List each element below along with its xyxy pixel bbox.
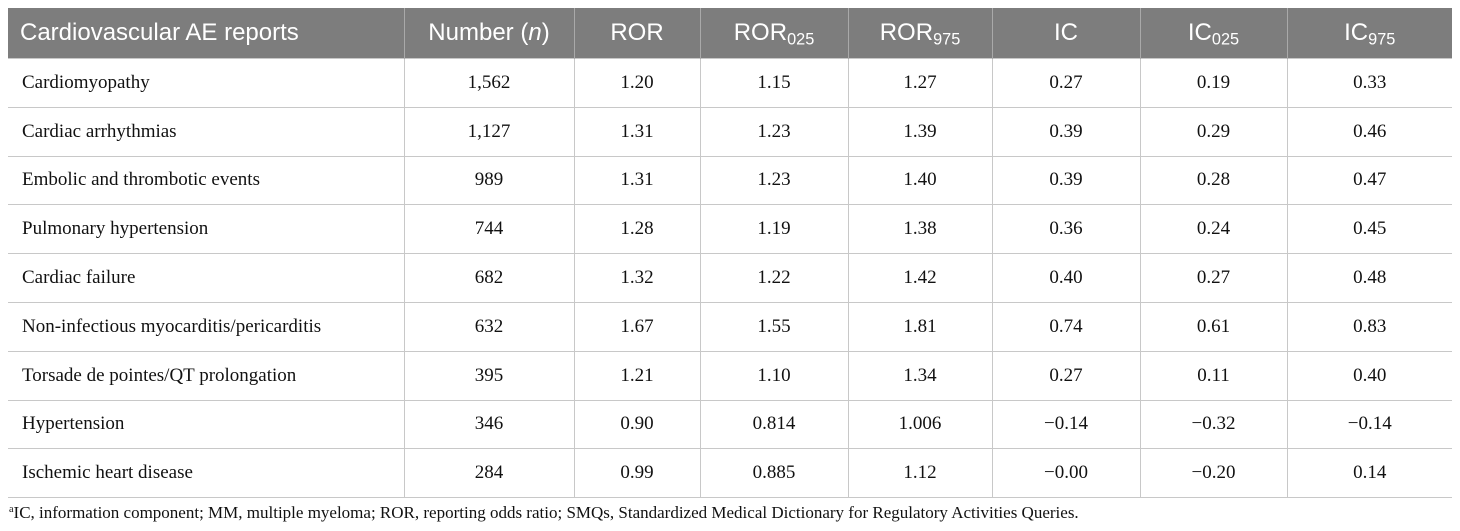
cell-ic-975: 0.48: [1286, 253, 1452, 303]
header-ic-975: IC975: [1286, 8, 1452, 59]
cell-ic: −0.00: [991, 448, 1140, 499]
cell-ic: 0.40: [991, 253, 1140, 303]
cell-number: 682: [403, 253, 574, 303]
table-row: Embolic and thrombotic events 989 1.31 1.23…: [8, 156, 1452, 206]
cell-ror-025: 0.885: [699, 448, 848, 499]
cell-ror-025: 1.22: [699, 253, 848, 303]
cell-ror-975: 1.006: [847, 400, 992, 450]
cell-ror: 1.20: [573, 58, 700, 108]
cell-ic-975: −0.14: [1286, 400, 1452, 450]
cell-ic: 0.27: [991, 58, 1140, 108]
cell-ror-975: 1.12: [847, 448, 992, 499]
cell-ic-975: 0.45: [1286, 204, 1452, 255]
cell-ror-975: 1.81: [847, 302, 992, 352]
cell-ic: 0.39: [991, 107, 1140, 157]
cell-ae-category: Embolic and thrombotic events: [8, 156, 404, 206]
header-ic: IC: [991, 8, 1140, 59]
header-number: Number (n): [403, 8, 574, 59]
cell-ic-025: 0.19: [1139, 58, 1287, 108]
cell-ic-025: −0.20: [1139, 448, 1287, 499]
cell-ror-975: 1.27: [847, 58, 992, 108]
cell-ic-025: 0.61: [1139, 302, 1287, 352]
header-ror: ROR: [573, 8, 700, 59]
cell-ror: 1.67: [573, 302, 700, 352]
header-ic-025: IC025: [1139, 8, 1287, 59]
cell-ae-category: Non-infectious myocarditis/pericarditis: [8, 302, 404, 352]
cell-ror: 1.21: [573, 351, 700, 401]
cell-ic: 0.27: [991, 351, 1140, 401]
table-row: Non-infectious myocarditis/pericarditis 6…: [8, 302, 1452, 352]
cell-ic-025: 0.28: [1139, 156, 1287, 206]
table-row: Hypertension 346 0.90 0.814 1.006 −0.14 −0.32−…: [8, 400, 1452, 450]
table-row: Cardiac failure 682 1.32 1.22 1.42 0.40 0.27 0.…: [8, 253, 1452, 303]
cell-ic: 0.36: [991, 204, 1140, 255]
footnote-marker: a: [9, 503, 14, 515]
cell-ror: 1.31: [573, 107, 700, 157]
cell-ic-025: −0.32: [1139, 400, 1287, 450]
header-ror-975: ROR975: [847, 8, 992, 59]
cell-ror-025: 1.55: [699, 302, 848, 352]
table-row: Torsade de pointes/QT prolongation 395 1.2…: [8, 351, 1452, 401]
cell-ror-975: 1.42: [847, 253, 992, 303]
cell-ae-category: Cardiac arrhythmias: [8, 107, 404, 157]
cell-ic: 0.39: [991, 156, 1140, 206]
cell-ror: 1.28: [573, 204, 700, 255]
cell-ic-975: 0.14: [1286, 448, 1452, 499]
header-ror-025: ROR025: [699, 8, 848, 59]
cell-ae-category: Ischemic heart disease: [8, 448, 404, 499]
footnote-text: IC, information component; MM, multiple …: [13, 503, 1079, 522]
cell-ror: 0.99: [573, 448, 700, 499]
table-row: Cardiac arrhythmias 1,127 1.31 1.23 1.39 0.39…: [8, 107, 1452, 157]
cell-ic: 0.74: [991, 302, 1140, 352]
cell-ror-975: 1.34: [847, 351, 992, 401]
cell-ae-category: Cardiomyopathy: [8, 58, 404, 108]
table-row: Ischemic heart disease 284 0.99 0.885 1.12 −0…: [8, 448, 1452, 499]
cell-ic-975: 0.83: [1286, 302, 1452, 352]
cell-number: 346: [403, 400, 574, 450]
cell-ic-025: 0.24: [1139, 204, 1287, 255]
cell-ror: 1.31: [573, 156, 700, 206]
cell-ic-975: 0.33: [1286, 58, 1452, 108]
cell-ror-975: 1.40: [847, 156, 992, 206]
cell-ic: −0.14: [991, 400, 1140, 450]
cell-ic-975: 0.47: [1286, 156, 1452, 206]
cell-number: 284: [403, 448, 574, 499]
cell-number: 1,127: [403, 107, 574, 157]
table-body: Cardiomyopathy 1,562 1.20 1.15 1.27 0.27 0.19 0…: [8, 58, 1452, 499]
cell-ae-category: Hypertension: [8, 400, 404, 450]
cell-ror-025: 1.23: [699, 156, 848, 206]
cell-ror-975: 1.38: [847, 204, 992, 255]
cell-ae-category: Pulmonary hypertension: [8, 204, 404, 255]
table-footnote: aIC, information component; MM, multiple…: [9, 503, 1079, 523]
cell-ic-975: 0.46: [1286, 107, 1452, 157]
cell-number: 632: [403, 302, 574, 352]
cell-ic-025: 0.11: [1139, 351, 1287, 401]
cell-ror-025: 1.23: [699, 107, 848, 157]
cell-ror-975: 1.39: [847, 107, 992, 157]
cell-number: 744: [403, 204, 574, 255]
table-row: Pulmonary hypertension 744 1.28 1.19 1.38 0.3…: [8, 204, 1452, 255]
cell-ic-025: 0.29: [1139, 107, 1287, 157]
cell-ic-025: 0.27: [1139, 253, 1287, 303]
cell-ae-category: Cardiac failure: [8, 253, 404, 303]
cell-number: 989: [403, 156, 574, 206]
cell-number: 395: [403, 351, 574, 401]
cell-ror-025: 1.15: [699, 58, 848, 108]
header-row: Cardiovascular AE reports Number (n) ROR…: [8, 8, 1452, 59]
header-cardiovascular-ae-reports: Cardiovascular AE reports: [8, 8, 404, 59]
table-container: Cardiovascular AE reports Number (n) ROR…: [8, 8, 1452, 499]
cell-ror-025: 0.814: [699, 400, 848, 450]
results-table: Cardiovascular AE reports Number (n) ROR…: [8, 8, 1452, 499]
cell-ae-category: Torsade de pointes/QT prolongation: [8, 351, 404, 401]
cell-ror-025: 1.10: [699, 351, 848, 401]
cell-number: 1,562: [403, 58, 574, 108]
cell-ror: 1.32: [573, 253, 700, 303]
cell-ic-975: 0.40: [1286, 351, 1452, 401]
cell-ror-025: 1.19: [699, 204, 848, 255]
table-row: Cardiomyopathy 1,562 1.20 1.15 1.27 0.27 0.19 0…: [8, 58, 1452, 108]
cell-ror: 0.90: [573, 400, 700, 450]
